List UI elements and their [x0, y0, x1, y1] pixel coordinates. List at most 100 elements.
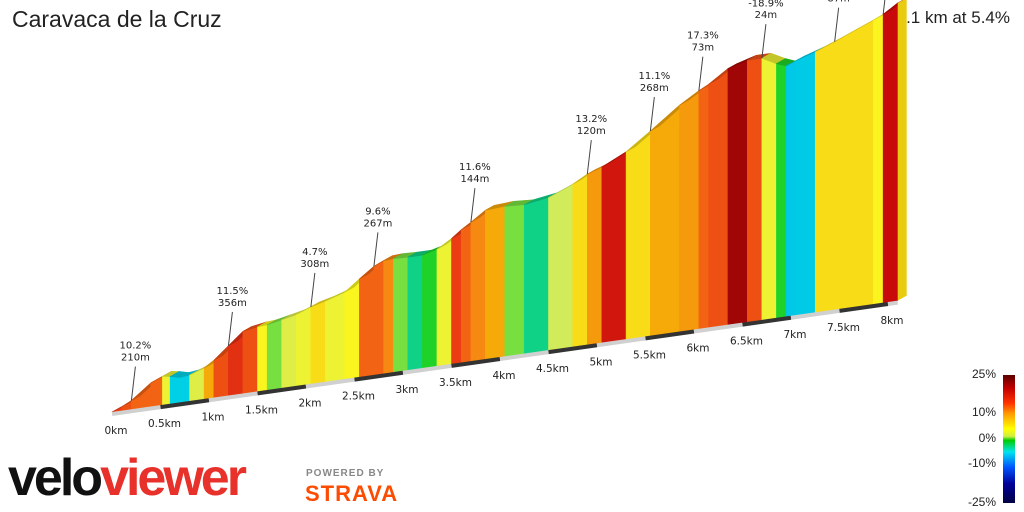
annotation-leader [698, 56, 704, 91]
annotation-grade: 10.2% [120, 341, 152, 352]
strava-logo: STRAVA [305, 481, 399, 506]
annotation-grade: 11.1% [638, 71, 670, 82]
baseline-band [402, 363, 452, 375]
profile-segment [548, 183, 574, 351]
profile-segment [572, 173, 588, 348]
baseline-band [645, 329, 695, 341]
annotation-leader [227, 311, 233, 346]
profile-segment [295, 306, 312, 387]
baseline-band [354, 370, 404, 382]
profile-segment [523, 197, 549, 354]
logo-viewer: viewer [100, 449, 247, 507]
profile-segment [625, 130, 651, 340]
profile-segment [373, 260, 384, 376]
annotation-grade: 4.7% [302, 247, 327, 258]
profile-segment [679, 90, 700, 332]
profile-segment [392, 256, 409, 373]
x-tick-label: 7.5km [827, 322, 860, 334]
profile-segment [436, 238, 452, 367]
profile-end-cap [897, 0, 907, 301]
profile-segment [422, 248, 438, 369]
profile-segment [650, 104, 680, 337]
x-tick-label: 1km [202, 411, 225, 423]
annotation-grade: 11.5% [217, 286, 249, 297]
annotation-leader [586, 140, 592, 175]
annotation-length: 356m [218, 298, 247, 309]
annotation-leader [761, 24, 767, 59]
profile-segment [834, 30, 855, 310]
veloviewer-logo: veloviewer [8, 449, 247, 507]
x-tick-label: 8km [881, 315, 904, 327]
profile-segment [407, 254, 423, 371]
baseline-band [257, 384, 307, 396]
profile-segment [882, 2, 899, 304]
baseline-band [693, 322, 743, 334]
profile-segment [698, 83, 709, 330]
x-tick-label: 5km [590, 356, 613, 368]
x-tick-label: 2.5km [342, 391, 375, 403]
annotation-length: 87m [827, 0, 849, 5]
annotation-grade: 11.6% [459, 162, 491, 173]
distance-ticks: 0km 0.5km 1km 1.5km 2km 2.5km 3km 3.5km 4km 4.5km… [105, 315, 904, 437]
annotation-leader [470, 188, 476, 223]
x-tick-label: 0.5km [148, 418, 181, 430]
legend-label-10: 10% [971, 405, 996, 419]
baseline-band [451, 357, 501, 368]
profile-segment [169, 376, 181, 405]
x-tick-label: 5.5km [633, 349, 666, 361]
annotation-grade: 9.6% [365, 206, 390, 217]
annotation-length: 268m [640, 83, 669, 94]
profile-segment [179, 374, 190, 403]
logo-velo: velo [8, 449, 103, 507]
annotation-leader [649, 97, 655, 132]
profile-segment [504, 204, 525, 357]
x-tick-label: 4.5km [536, 363, 569, 375]
annotation-leader [130, 366, 136, 401]
profile-segment [761, 57, 777, 321]
annotation-grade: -18.9% [748, 0, 783, 9]
x-tick-label: 6.5km [730, 336, 763, 348]
grade-annotations: 10.2%210m11.5%356m4.7%308m9.6%267m11.6%1… [120, 0, 886, 401]
profile-segment [586, 166, 603, 345]
profile-segment [257, 324, 268, 392]
profile-segment [485, 205, 506, 360]
profile-segment [150, 375, 163, 407]
baseline-band [305, 377, 355, 389]
annotation-length: 267m [363, 218, 392, 229]
page-title: Caravaca de la Cruz [12, 6, 222, 32]
annotation-grade: 17.3% [687, 31, 719, 42]
profile-segment [266, 319, 283, 391]
profile-segment [873, 13, 884, 305]
baseline-band [790, 308, 840, 320]
annotation-length: 210m [121, 353, 150, 364]
baseline-band [208, 391, 258, 403]
annotation-grade: 13.2% [575, 114, 607, 125]
annotation-leader [373, 232, 379, 267]
baseline-band [499, 350, 549, 361]
profile-segment [451, 229, 462, 365]
x-tick-label: 1.5km [245, 404, 278, 416]
annotation-length: 308m [300, 259, 329, 270]
x-tick-label: 4km [493, 370, 516, 382]
profile-segment [727, 59, 748, 326]
annotation-length: 73m [692, 43, 714, 54]
x-tick-label: 3km [396, 384, 419, 396]
grade-legend-bar [1003, 375, 1015, 503]
legend-label-25: 25% [971, 367, 996, 381]
profile-segment [708, 67, 729, 328]
annotation-leader [882, 0, 886, 15]
profile-segment [383, 258, 394, 374]
x-tick-label: 0km [105, 425, 128, 437]
profile-segment [785, 60, 797, 317]
profile-segment [203, 359, 215, 400]
x-tick-label: 6km [687, 343, 710, 355]
profile-segment [470, 209, 486, 362]
distance-baseline [111, 300, 898, 416]
profile-segment [776, 63, 787, 319]
baseline-band [887, 300, 898, 306]
annotation-length: 144m [460, 174, 489, 185]
baseline-band [596, 336, 646, 348]
baseline-band [111, 405, 161, 416]
profile-segment [795, 51, 816, 316]
